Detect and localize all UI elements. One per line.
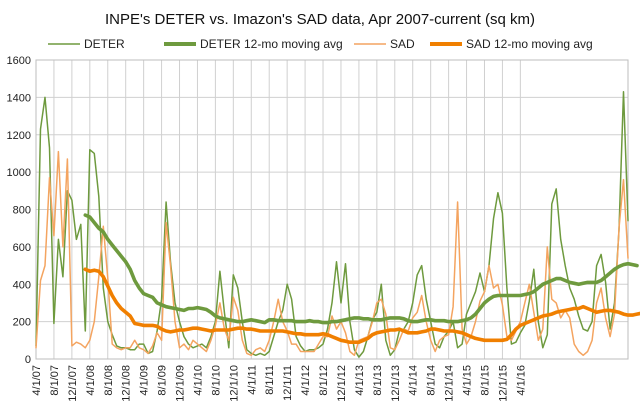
legend-item-sad-avg[interactable]: SAD 12-mo moving avg — [430, 37, 593, 51]
x-tick-label-2: 12/1/07 — [67, 365, 79, 402]
x-tick-label-24: 4/1/15 — [462, 365, 474, 396]
x-tick-label-19: 8/1/13 — [372, 365, 384, 396]
x-tick-label-22: 8/1/14 — [426, 365, 438, 396]
legend-label-deter: DETER — [84, 37, 125, 51]
x-tick-label-25: 8/1/15 — [479, 365, 491, 396]
x-tick-label-1: 8/1/07 — [49, 365, 61, 396]
x-tick-label-16: 8/1/12 — [318, 365, 330, 396]
x-tick-label-10: 8/1/10 — [210, 365, 222, 396]
x-tick-label-15: 4/1/12 — [300, 365, 312, 396]
x-tick-label-14: 12/1/11 — [282, 365, 294, 401]
y-tick-label-0: 0 — [25, 354, 31, 366]
x-tick-label-17: 12/1/12 — [336, 365, 348, 402]
x-tick-label-9: 4/1/10 — [192, 365, 204, 396]
y-tick-label-8: 1600 — [7, 55, 31, 67]
x-tick-label-12: 4/1/11 — [246, 365, 258, 395]
chart-title: INPE's DETER vs. Imazon's SAD data, Apr … — [105, 11, 535, 28]
x-tick-label-3: 4/1/08 — [85, 365, 97, 396]
x-axis: 4/1/07 8/1/07 12/1/07 4/1/08 8/1/08 12/1/08 4/… — [31, 365, 527, 402]
x-tick-label-6: 4/1/09 — [139, 365, 151, 396]
legend-item-deter-avg[interactable]: DETER 12-mo moving avg — [164, 37, 343, 51]
y-tick-label-7: 1400 — [7, 92, 31, 104]
y-tick-label-6: 1200 — [7, 130, 31, 142]
x-tick-label-5: 12/1/08 — [121, 365, 133, 402]
y-tick-label-5: 1000 — [7, 167, 31, 179]
plot-area — [35, 91, 640, 358]
legend-label-sad-avg: SAD 12-mo moving avg — [466, 37, 593, 51]
series-line-sad — [35, 150, 629, 357]
x-tick-label-26: 12/1/15 — [497, 365, 509, 402]
x-tick-label-8: 12/1/09 — [175, 365, 187, 402]
x-tick-label-7: 8/1/09 — [157, 365, 169, 396]
legend-label-sad: SAD — [390, 37, 415, 51]
x-tick-label-27: 4/1/16 — [515, 365, 527, 396]
x-tick-label-13: 8/1/11 — [264, 365, 276, 395]
series-line-deter-12-mo-moving-avg — [83, 213, 639, 325]
x-tick-label-21: 4/1/14 — [408, 365, 420, 396]
x-tick-label-18: 4/1/13 — [354, 365, 366, 396]
legend-item-sad[interactable]: SAD — [354, 37, 415, 51]
x-tick-label-11: 12/1/10 — [228, 365, 240, 402]
x-tick-label-0: 4/1/07 — [31, 365, 43, 396]
x-tick-label-20: 12/1/13 — [390, 365, 402, 402]
legend: DETER DETER 12-mo moving avg SAD SAD 12-… — [48, 37, 593, 51]
legend-item-deter[interactable]: DETER — [48, 37, 125, 51]
x-tick-label-23: 12/1/14 — [444, 365, 456, 402]
legend-label-deter-avg: DETER 12-mo moving avg — [200, 37, 343, 51]
x-tick-label-4: 8/1/08 — [103, 365, 115, 396]
y-axis: 0 200 400 600 800 1000 1200 1400 1600 — [7, 55, 31, 366]
y-tick-label-1: 200 — [13, 317, 31, 329]
y-tick-label-2: 400 — [13, 279, 31, 291]
series-line-deter — [35, 91, 629, 358]
y-tick-label-3: 600 — [13, 242, 31, 254]
y-tick-label-4: 800 — [13, 205, 31, 217]
series-line-sad-12-mo-moving-avg — [83, 267, 640, 345]
